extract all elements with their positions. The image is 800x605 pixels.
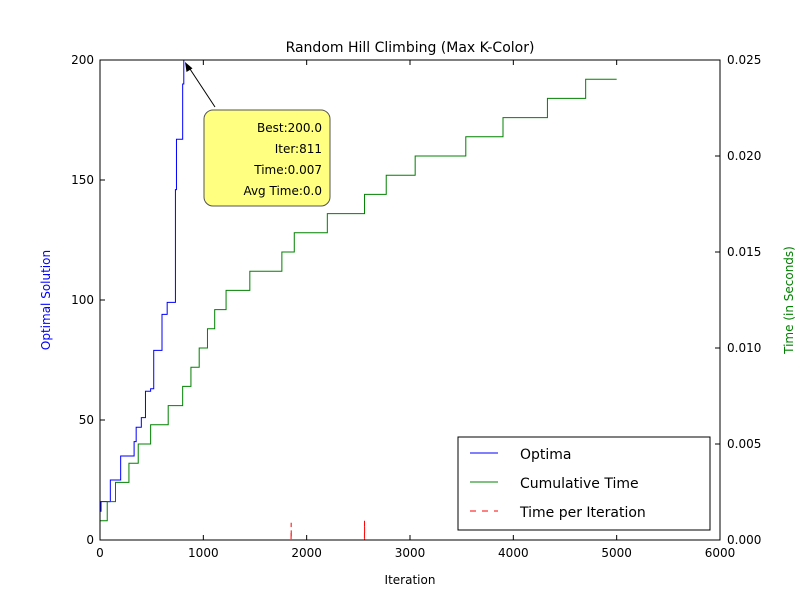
x-tick-label: 2000 [291,546,322,560]
y-right-tick-label: 0.015 [727,245,761,259]
annotation-avg-time: Avg Time:0.0 [243,184,322,198]
legend: Optima Cumulative Time Time per Iteratio… [457,436,711,531]
ticks-layer: 0 1000 2000 3000 4000 5000 6000 0 50 100 150 200 0.0… [71,53,761,560]
x-tick-label: 0 [96,546,104,560]
y-axis-right-label: Time (in Seconds) [782,246,796,355]
legend-box [457,436,711,531]
y-left-tick-label: 0 [86,533,94,547]
x-tick-label: 3000 [395,546,426,560]
y-left-tick-label: 100 [71,293,94,307]
y-left-tick-label: 200 [71,53,94,67]
y-right-tick-label: 0.005 [727,437,761,451]
annotation-arrow-line [187,65,216,108]
chart-title: Random Hill Climbing (Max K-Color) [286,40,535,56]
x-axis-label: Iteration [385,573,436,587]
y-right-tick-label: 0.010 [727,341,761,355]
y-right-tick-label: 0.000 [727,533,761,547]
x-tick-label: 1000 [188,546,219,560]
best-annotation: Best:200.0 Iter:811 Time:0.007 Avg Time:… [185,62,331,207]
x-tick-label: 4000 [498,546,529,560]
y-right-tick-label: 0.020 [727,149,761,163]
legend-label-optima: Optima [520,447,572,463]
x-tick-label: 6000 [705,546,736,560]
series-cumulative-time-line [100,78,617,522]
annotation-arrowhead [185,62,193,72]
series-time-per-iteration-line [100,520,617,540]
annotation-box [203,109,331,207]
y-left-tick-label: 50 [79,413,94,427]
x-tick-label: 5000 [601,546,632,560]
legend-label-time-per-iteration: Time per Iteration [519,505,646,521]
y-axis-left-label: Optimal Solution [39,250,53,350]
series-optima-line [100,60,617,512]
annotation-best: Best:200.0 [257,121,322,135]
legend-label-cumulative-time: Cumulative Time [520,476,639,492]
series-layer [100,60,617,540]
annotation-time: Time:0.007 [253,163,322,177]
annotation-iter: Iter:811 [275,142,322,156]
y-left-tick-label: 150 [71,173,94,187]
y-right-tick-label: 0.025 [727,53,761,67]
